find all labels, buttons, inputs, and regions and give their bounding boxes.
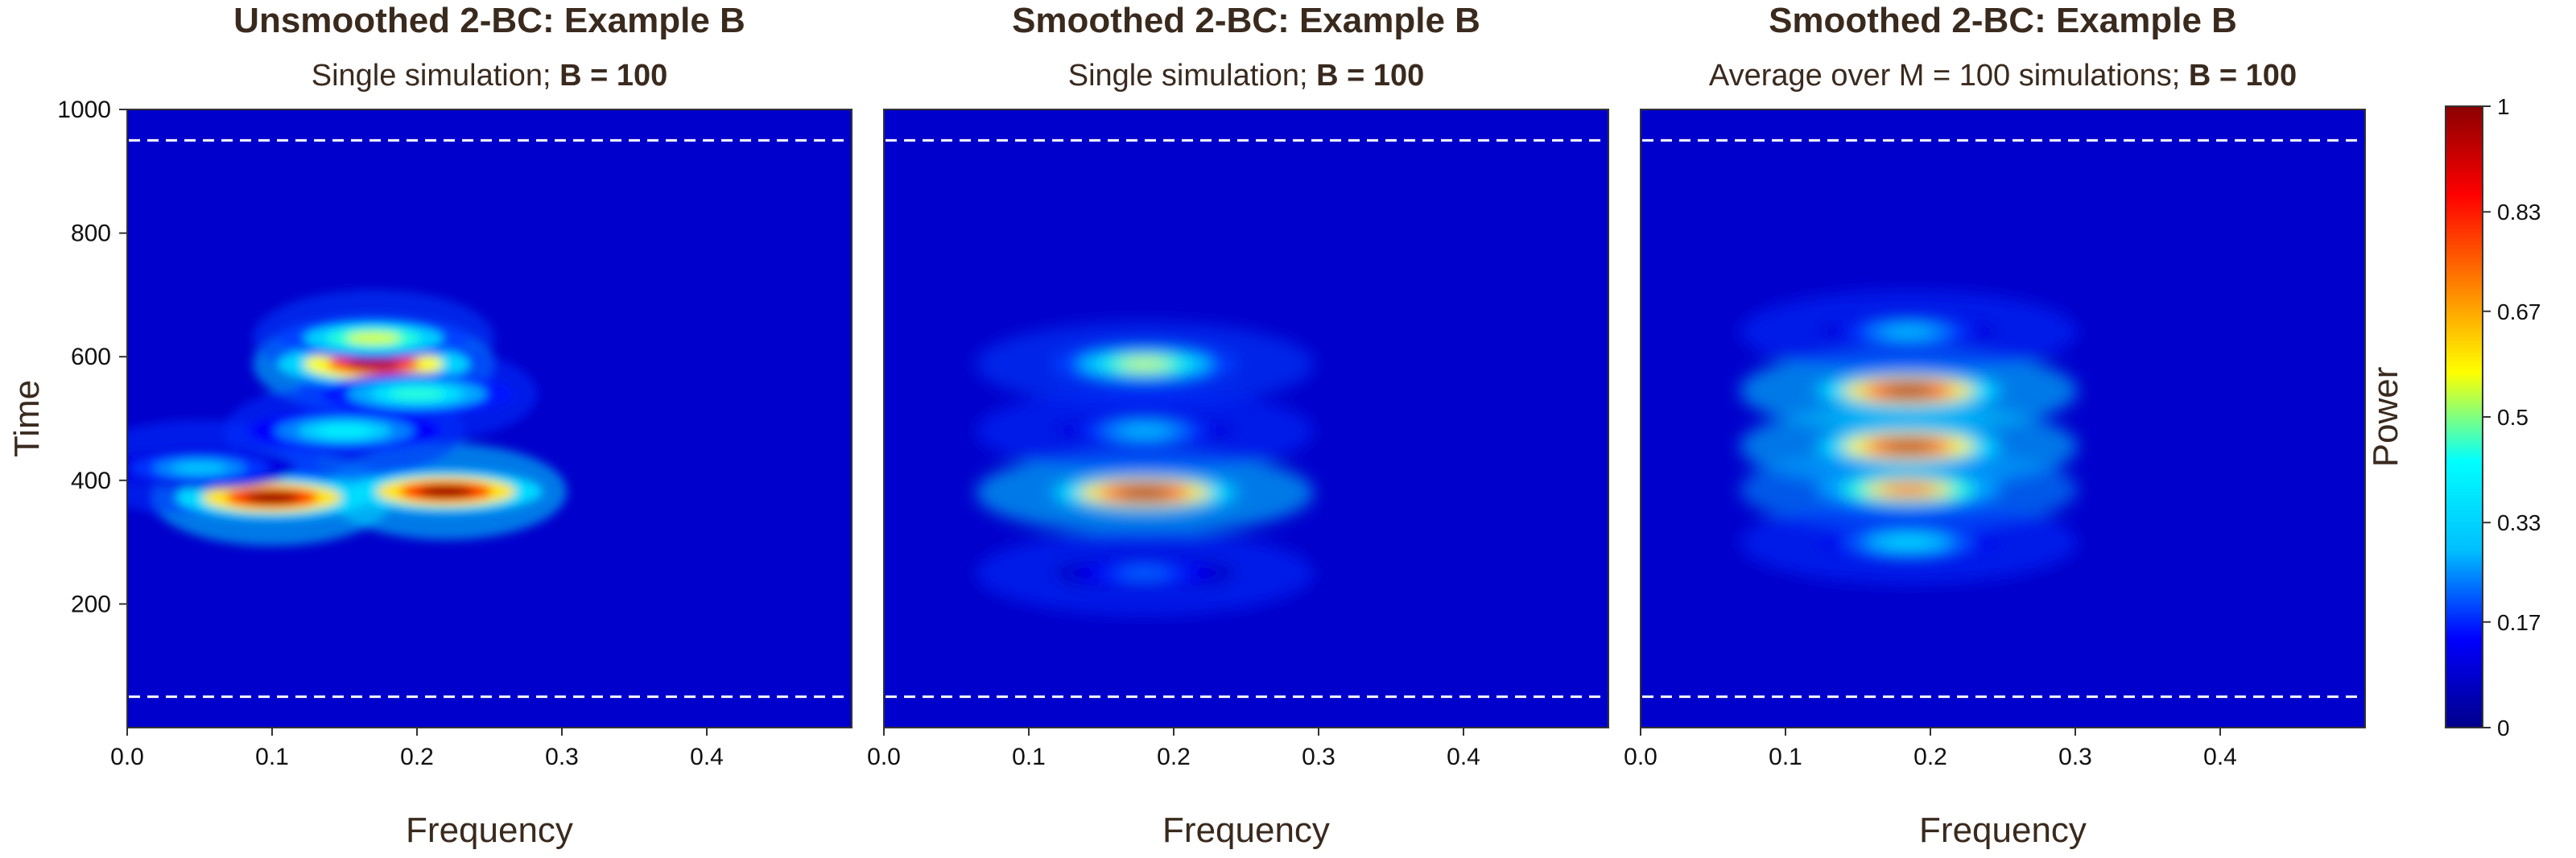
panel-subtitle: Single simulation; B = 100 (1068, 59, 1425, 93)
heat-spot (1882, 440, 1935, 452)
x-tick-label: 0.4 (1447, 744, 1480, 770)
panel-1: 0.0 0.1 0.2 0.3 0.4 200 400 600 800 1000 Time Frequ… (7, 1, 852, 850)
heat-spot (346, 332, 401, 344)
colorbar-ticks: 0 0.17 0.33 0.5 0.67 0.83 1 (2483, 94, 2541, 740)
x-tick-label: 0.0 (110, 744, 144, 770)
heat-spot (172, 462, 227, 474)
heat-spot (390, 388, 444, 400)
x-tick-label: 0.2 (1913, 744, 1947, 770)
subtitle-text: Single simulation; (312, 59, 559, 93)
x-tick-label: 0.3 (1302, 744, 1335, 770)
heatmap-layer (976, 322, 1314, 615)
colorbar-tick-label: 0.17 (2497, 610, 2541, 635)
y-axis-label: Time (7, 380, 47, 457)
x-tick-label: 0.2 (1157, 744, 1191, 770)
plot-frame (126, 109, 852, 728)
subtitle-bold: B = 100 (1316, 59, 1424, 93)
x-axis-label: Frequency (1162, 811, 1330, 850)
colorbar-tick-label: 1 (2497, 94, 2510, 119)
panel-subtitle: Single simulation; B = 100 (312, 59, 668, 93)
x-tick-label: 0.1 (255, 744, 289, 770)
y-tick-label: 1000 (57, 97, 111, 123)
x-tick-label: 0.4 (690, 744, 724, 770)
y-tick-label: 600 (71, 344, 111, 370)
colorbar-tick-label: 0.5 (2497, 405, 2529, 430)
y-tick-label: 200 (71, 591, 111, 617)
panel-3: 0.0 0.1 0.2 0.3 0.4 Frequency Smoothed 2-BC: E… (1624, 1, 2366, 850)
colorbar-label: Power (2366, 367, 2405, 468)
subtitle-bold: B = 100 (559, 59, 667, 93)
x-tick-label: 0.2 (400, 744, 434, 770)
heat-spot (1118, 567, 1171, 579)
panel-2: 0.0 0.1 0.2 0.3 0.4 Frequency Smoothed 2-BC: E… (867, 1, 1609, 850)
x-axis-label: Frequency (406, 811, 573, 850)
colorbar-tick-label: 0.33 (2497, 510, 2541, 535)
panel-title: Smoothed 2-BC: Example B (1769, 1, 2237, 40)
heatmap-layer (127, 290, 567, 547)
plot-frame (1640, 109, 2366, 728)
x-tick-label: 0.0 (867, 744, 901, 770)
panel-title: Smoothed 2-BC: Example B (1012, 1, 1480, 40)
heat-spot (245, 492, 299, 504)
colorbar-tick-label: 0.67 (2497, 299, 2541, 324)
heat-spot (317, 425, 372, 437)
panel-subtitle: Average over M = 100 simulations; B = 10… (1709, 59, 2297, 93)
heat-spot (419, 485, 473, 497)
x-tick-label: 0.1 (1769, 744, 1802, 770)
subtitle-text: Average over M = 100 simulations; (1709, 59, 2189, 93)
colorbar-scale (2445, 105, 2483, 728)
subtitle-text: Single simulation; (1068, 59, 1316, 93)
y-tick-label: 800 (71, 221, 111, 247)
heat-spot (1882, 326, 1935, 338)
colorbar: Power 0 0.17 0.33 0.5 0.67 0.83 1 (2366, 94, 2541, 740)
heat-spot (1882, 484, 1935, 496)
heat-spot (346, 358, 401, 370)
heatmap-layer (1740, 290, 2078, 584)
plot-frame (883, 109, 1609, 728)
x-axis-label: Frequency (1919, 811, 2087, 850)
colorbar-tick-label: 0.83 (2497, 200, 2541, 225)
heat-spot (1118, 425, 1171, 437)
x-tick-label: 0.1 (1012, 744, 1046, 770)
panel-title: Unsmoothed 2-BC: Example B (233, 1, 745, 40)
colorbar-tick-label: 0 (2497, 716, 2510, 740)
subtitle-bold: B = 100 (2189, 59, 2297, 93)
panels: 0.0 0.1 0.2 0.3 0.4 200 400 600 800 1000 Time Frequ… (7, 1, 2366, 850)
x-tick-label: 0.3 (2058, 744, 2092, 770)
x-tick-label: 0.4 (2203, 744, 2237, 770)
x-tick-label: 0.3 (545, 744, 579, 770)
y-tick-label: 400 (71, 468, 111, 494)
heat-spot (1118, 487, 1171, 498)
x-tick-label: 0.0 (1624, 744, 1657, 770)
heat-spot (1882, 385, 1935, 397)
heat-spot (1118, 358, 1171, 370)
heat-spot (1882, 536, 1935, 548)
